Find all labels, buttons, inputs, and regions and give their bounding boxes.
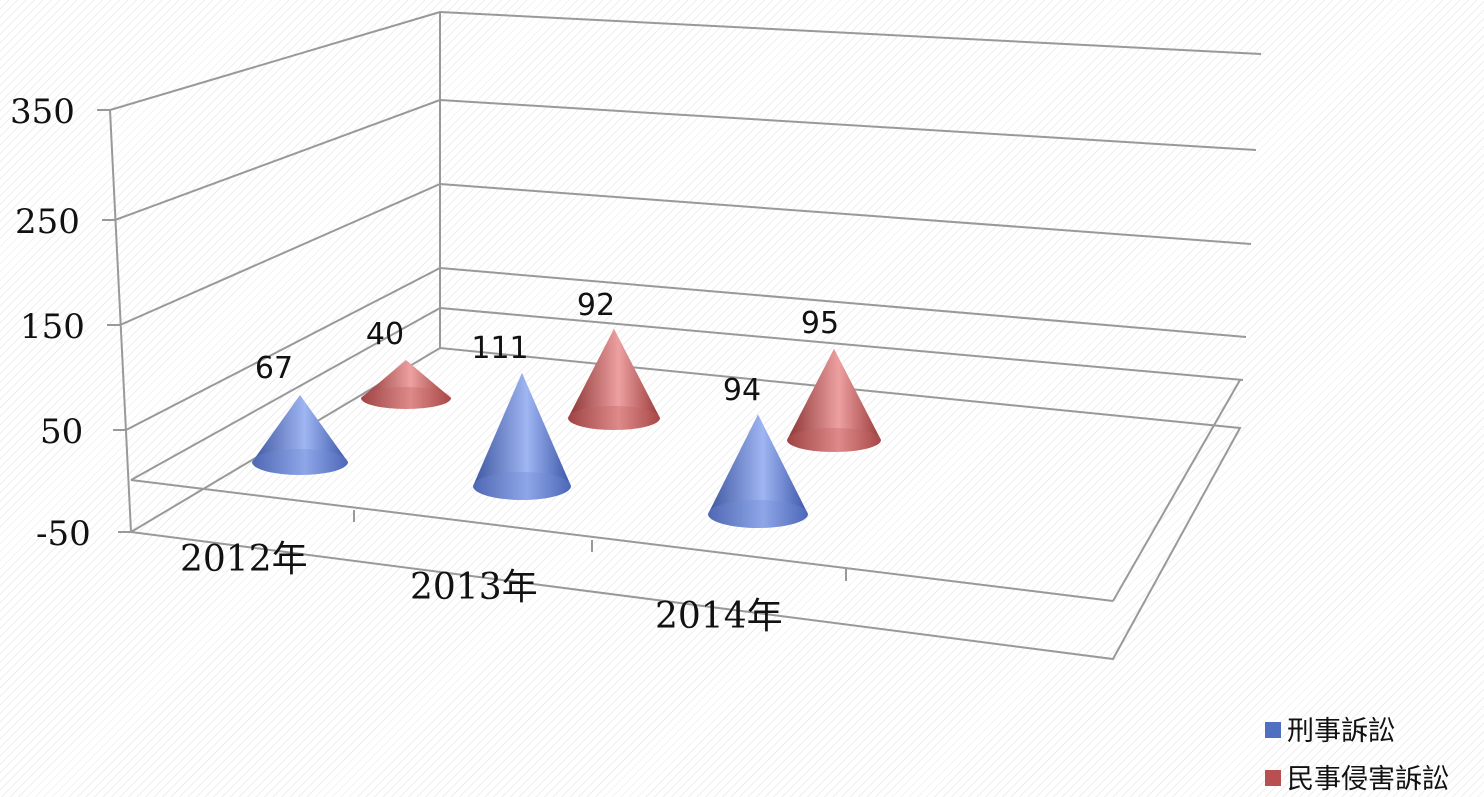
cone-series-group: [252, 328, 881, 528]
left-wall-edge: [109, 109, 132, 533]
y-axis-labels: 350 250 150 50 -50: [10, 92, 91, 554]
gridline-low-back: [439, 307, 1244, 381]
category-label: 2013年: [410, 567, 538, 608]
gridline-top-back: [439, 11, 1262, 55]
legend-label-criminal: 刑事訴訟: [1287, 716, 1395, 747]
floor-right-edge: [1112, 379, 1241, 602]
data-labels: 67 40 111 92 94 95: [255, 288, 839, 408]
floor-front-edge: [130, 479, 1114, 602]
y-tick-label: 250: [15, 202, 80, 242]
category-label: 2014年: [655, 596, 783, 637]
cone-civil-2013: [568, 328, 660, 430]
cone-base-shading: [473, 472, 571, 500]
gridline-top-left: [109, 11, 441, 111]
y-tick-label: 150: [20, 307, 85, 347]
cone-civil-2012: [361, 360, 451, 409]
cone-base-shading: [252, 449, 348, 475]
legend-label-civil: 民事侵害訴訟: [1287, 764, 1449, 795]
gridline-250-back: [439, 99, 1257, 151]
y-tick-label: 350: [10, 92, 75, 132]
data-label-civil-2014: 95: [801, 306, 839, 341]
gridline-50-left: [125, 267, 441, 431]
data-label-civil-2012: 40: [366, 317, 404, 352]
chart-frame: [109, 11, 1262, 661]
data-label-criminal-2014: 94: [723, 373, 761, 408]
category-label: 2012年: [180, 539, 308, 580]
axis-ticks: [97, 109, 847, 581]
gridline-150-left: [119, 183, 441, 326]
gridline-250-left: [114, 99, 441, 221]
gridline-150-back: [439, 183, 1252, 245]
cone-base-shading: [708, 500, 808, 528]
cone-criminal-2012: [252, 395, 348, 475]
cone-base-shading: [787, 428, 881, 452]
cone-base-shading: [568, 406, 660, 430]
gridline-low-left: [130, 307, 441, 481]
legend-swatch-civil: [1265, 770, 1281, 786]
y-tick-label: -50: [36, 514, 91, 554]
x-axis-labels: 2012年 2013年 2014年: [180, 539, 783, 637]
gridline-50-back: [439, 267, 1247, 338]
data-label-criminal-2012: 67: [255, 351, 293, 386]
cone-criminal-2014: [708, 414, 808, 528]
cone-criminal-2013: [473, 372, 571, 500]
data-label-criminal-2013: 111: [471, 331, 528, 366]
floor-outline: [130, 346, 1242, 661]
data-label-civil-2013: 92: [577, 288, 615, 323]
y-tick-label: 50: [40, 412, 83, 452]
legend: 刑事訴訟 民事侵害訴訟: [1265, 716, 1449, 795]
cone-base-shading: [361, 387, 451, 409]
cone-civil-2014: [787, 348, 881, 452]
legend-swatch-criminal: [1265, 722, 1281, 738]
